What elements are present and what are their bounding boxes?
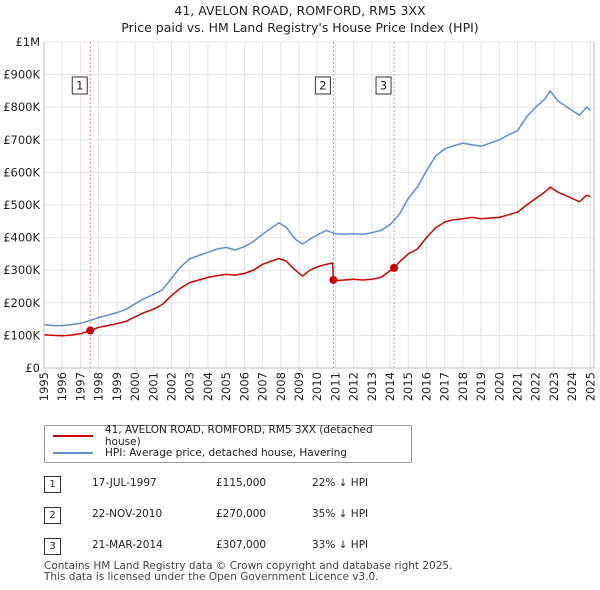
y-tick-label: £800K	[3, 100, 40, 114]
sale-badges: 1 2 3	[71, 76, 399, 335]
legend-swatch-hpi	[53, 452, 93, 454]
x-tick-label: 2019	[474, 372, 488, 401]
y-tick-label: £700K	[3, 133, 40, 147]
chart-title-line2: Price paid vs. HM Land Registry's House …	[121, 20, 479, 35]
hpi-line	[43, 90, 591, 327]
y-tick-label: £200K	[3, 296, 40, 310]
footer-line2: This data is licensed under the Open Gov…	[44, 571, 379, 583]
x-tick-label: 1995	[37, 372, 51, 401]
y-tick-label: £1M	[15, 35, 40, 49]
x-tick-label: 2022	[529, 372, 543, 401]
row-price: £270,000	[216, 508, 267, 520]
x-tick-label: 2012	[347, 372, 361, 401]
row-date: 22-NOV-2010	[92, 508, 163, 520]
x-tick-label: 2024	[565, 372, 579, 401]
chart-title-line1: 41, AVELON ROAD, ROMFORD, RM5 3XX	[174, 3, 426, 18]
legend-item-property: 41, AVELON ROAD, ROMFORD, RM5 3XX (detac…	[53, 424, 411, 448]
y-tick-label: £100K	[3, 328, 40, 342]
y-tick-label: £600K	[3, 165, 40, 179]
x-tick-label: 2018	[456, 372, 470, 401]
y-tick-label: £900K	[3, 68, 40, 82]
x-tick-label: 2017	[438, 372, 452, 401]
sale-badge-label-3: 3	[380, 79, 387, 93]
table-row: 2 22-NOV-2010 £270,000 35% ↓ HPI	[44, 506, 564, 526]
row-date: 21-MAR-2014	[92, 539, 163, 551]
x-tick-label: 2023	[547, 372, 561, 401]
table-row: 1 17-JUL-1997 £115,000 22% ↓ HPI	[44, 475, 564, 495]
x-tick-label: 2021	[511, 372, 525, 401]
row-price: £115,000	[216, 477, 267, 489]
row-hpi: 33% ↓ HPI	[312, 539, 369, 551]
sale-badge-label-2: 2	[319, 79, 326, 93]
x-tick-label: 2005	[219, 372, 233, 401]
x-tick-label: 2010	[310, 372, 324, 401]
x-tick-label: 2001	[146, 372, 160, 401]
x-tick-label: 2025	[583, 372, 597, 401]
table-row: 3 21-MAR-2014 £307,000 33% ↓ HPI	[44, 537, 564, 557]
property-line	[43, 186, 591, 337]
legend-label-hpi: HPI: Average price, detached house, Have…	[105, 447, 347, 459]
x-tick-label: 2013	[365, 372, 379, 401]
sale-badge-label-1: 1	[76, 79, 83, 93]
row-hpi: 22% ↓ HPI	[312, 477, 369, 489]
x-tick-label: 2009	[292, 372, 306, 401]
x-tick-label: 2011	[328, 372, 342, 401]
footer-line1: Contains HM Land Registry data © Crown c…	[44, 560, 453, 572]
axes: £0 £100K £200K £300K £400K £500K £600K £700K £80…	[3, 35, 597, 401]
row-price: £307,000	[216, 539, 267, 551]
x-tick-label: 2007	[256, 372, 270, 401]
x-tick-label: 2002	[164, 372, 178, 401]
row-badge: 3	[44, 538, 61, 555]
x-tick-label: 2008	[274, 372, 288, 401]
x-tick-label: 2014	[383, 372, 397, 401]
sale-point-3	[390, 263, 399, 272]
price-chart: £0 £100K £200K £300K £400K £500K £600K £700K £80…	[3, 35, 597, 401]
y-tick-label: £0	[25, 361, 40, 375]
x-tick-label: 1997	[73, 372, 87, 401]
legend: 41, AVELON ROAD, ROMFORD, RM5 3XX (detac…	[44, 424, 412, 463]
y-tick-label: £400K	[3, 231, 40, 245]
x-tick-label: 1998	[92, 372, 106, 401]
sale-point-2	[329, 275, 338, 284]
sale-badge-2	[314, 76, 331, 95]
sale-point-1	[86, 326, 95, 335]
x-tick-label: 1999	[110, 372, 124, 401]
x-tick-label: 2015	[401, 372, 415, 401]
y-tick-label: £300K	[3, 263, 40, 277]
row-date: 17-JUL-1997	[92, 477, 157, 489]
chart-title: 41, AVELON ROAD, ROMFORD, RM5 3XX Price …	[0, 2, 600, 36]
x-tick-label: 2006	[237, 372, 251, 401]
x-tick-label: 2003	[183, 372, 197, 401]
legend-item-hpi: HPI: Average price, detached house, Have…	[53, 445, 347, 461]
sale-badge-1	[71, 76, 88, 95]
x-tick-label: 2020	[492, 372, 506, 401]
x-tick-label: 2016	[419, 372, 433, 401]
grid	[43, 41, 594, 369]
row-badge: 1	[44, 476, 61, 493]
legend-label-property: 41, AVELON ROAD, ROMFORD, RM5 3XX (detac…	[104, 424, 373, 448]
row-badge: 2	[44, 507, 61, 524]
row-hpi: 35% ↓ HPI	[312, 508, 369, 520]
x-tick-label: 2000	[128, 372, 142, 401]
x-tick-label: 2004	[201, 372, 215, 401]
series-lines	[43, 90, 591, 337]
x-tick-label: 1996	[55, 372, 69, 401]
legend-swatch-property	[53, 435, 93, 437]
sale-badge-3	[375, 76, 392, 95]
y-tick-label: £500K	[3, 198, 40, 212]
footer: Contains HM Land Registry data © Crown c…	[44, 561, 452, 583]
